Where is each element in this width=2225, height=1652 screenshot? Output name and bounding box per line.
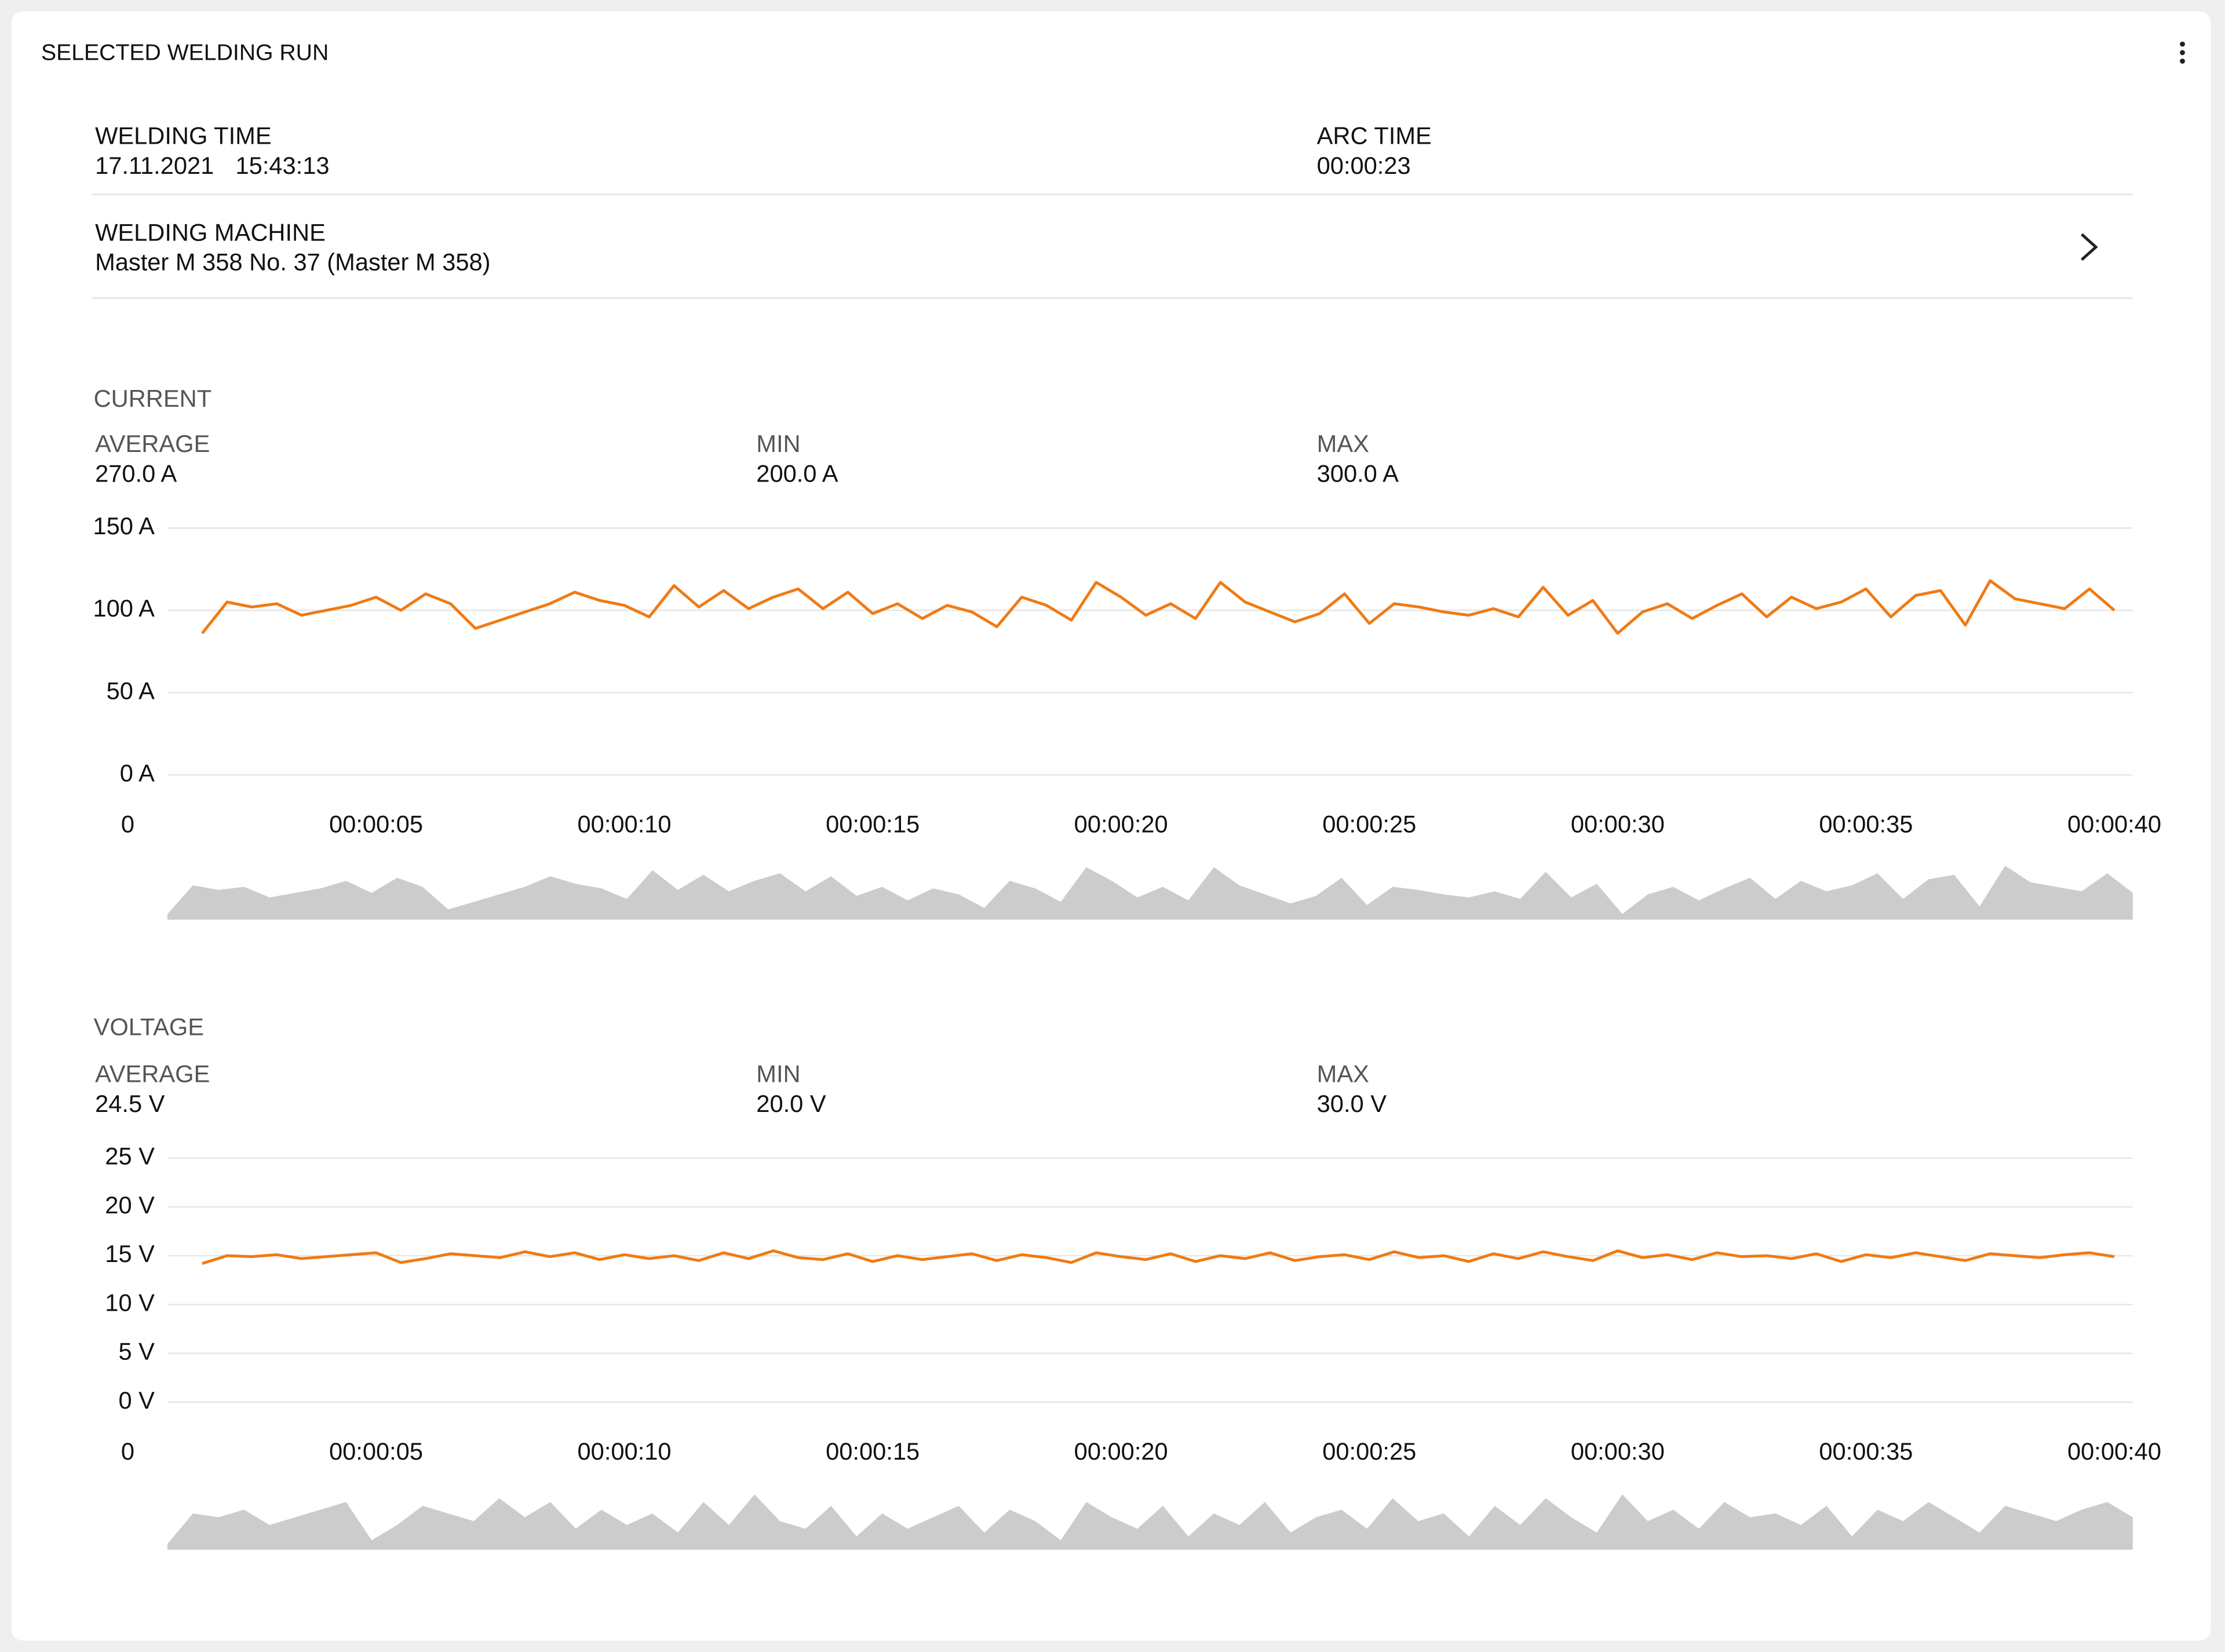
x-tick-label: 0 [121,1438,134,1465]
stat-value: 30.0 V [1317,1090,1387,1117]
y-tick-label: 25 V [105,1143,155,1170]
data-line [202,1249,2115,1265]
info-value: Master M 358 No. 37 (Master M 358) [95,249,490,276]
overview-area [167,866,2133,920]
y-tick-label: 100 A [93,595,155,622]
y-tick-label: 20 V [105,1191,155,1219]
stat-value: 270.0 A [95,460,177,487]
stat-value: 200.0 A [756,460,838,487]
x-tick-label: 00:00:25 [1322,1438,1416,1465]
x-tick-label: 0 [121,811,134,838]
card-title: SELECTED WELDING RUN [41,41,329,65]
x-tick-label: 00:00:20 [1074,1438,1168,1465]
y-tick-label: 15 V [105,1240,155,1267]
x-tick-label: 00:00:15 [826,1438,920,1465]
stat-label: MAX [1317,430,1369,457]
info-label: ARC TIME [1317,122,1432,149]
overview-area [167,1494,2133,1550]
stat-label: AVERAGE [95,430,210,457]
stat-label: MIN [756,430,800,457]
y-tick-label: 5 V [118,1338,155,1365]
x-tick-label: 00:00:20 [1074,811,1168,838]
x-tick-label: 00:00:30 [1571,1438,1665,1465]
info-value: 17.11.2021 [95,152,214,179]
x-tick-label: 00:00:35 [1819,811,1913,838]
stat-label: MIN [756,1060,800,1088]
x-tick-label: 00:00:40 [2067,1438,2161,1465]
info-value: 15:43:13 [236,152,330,179]
y-tick-label: 10 V [105,1289,155,1316]
x-tick-label: 00:00:10 [578,811,672,838]
stat-value: 24.5 V [95,1090,165,1117]
y-tick-label: 0 V [118,1387,155,1414]
stat-label: MAX [1317,1060,1369,1088]
y-tick-label: 150 A [93,512,155,539]
info-value: 00:00:23 [1317,152,1411,179]
x-tick-label: 00:00:25 [1322,811,1416,838]
y-tick-label: 50 A [107,677,155,704]
y-tick-label: 0 A [120,759,155,786]
x-tick-label: 00:00:15 [826,811,920,838]
x-tick-label: 00:00:35 [1819,1438,1913,1465]
stat-value: 300.0 A [1317,460,1399,487]
x-tick-label: 00:00:05 [329,1438,423,1465]
x-tick-label: 00:00:10 [578,1438,672,1465]
info-label: WELDING TIME [95,122,272,149]
x-tick-label: 00:00:40 [2067,811,2161,838]
data-line [201,579,2115,635]
info-label: WELDING MACHINE [95,218,326,246]
stat-value: 20.0 V [756,1090,826,1117]
section-title: VOLTAGE [94,1013,204,1041]
chevron-button[interactable] [2081,233,2098,261]
x-tick-label: 00:00:30 [1571,811,1665,838]
section-title: CURRENT [94,385,211,412]
x-tick-label: 00:00:05 [329,811,423,838]
menu-button[interactable] [2180,41,2185,64]
stat-label: AVERAGE [95,1060,210,1088]
card [11,11,2211,1641]
